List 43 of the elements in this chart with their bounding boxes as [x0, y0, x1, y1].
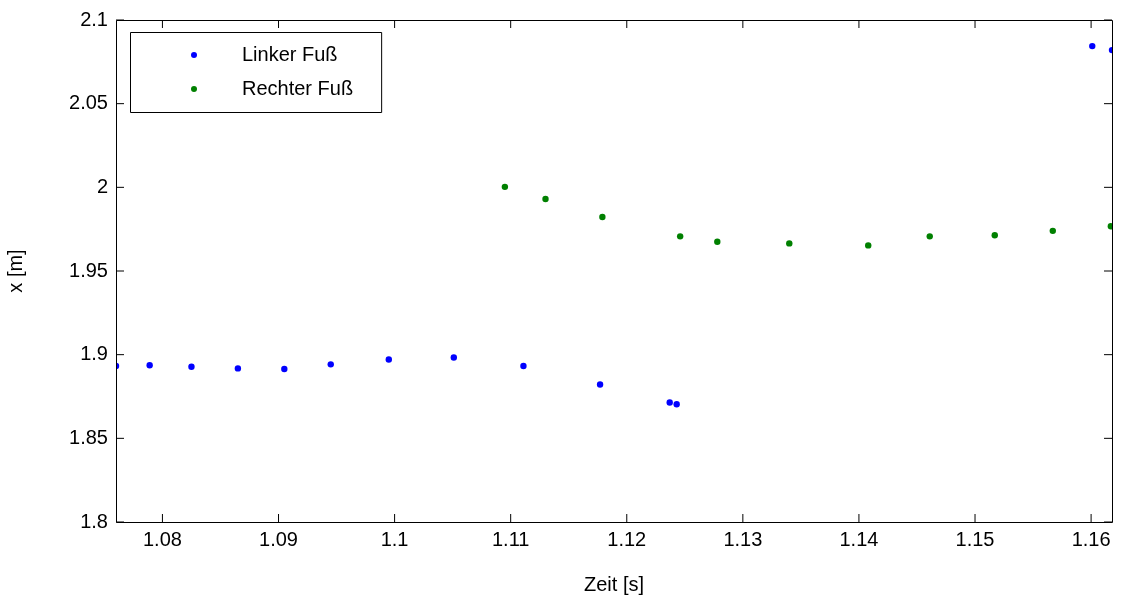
- x-tick-label: 1.13: [723, 527, 763, 550]
- x-tick-label: 1.1: [380, 527, 409, 550]
- legend-label: Rechter Fuß: [242, 76, 354, 99]
- point: [234, 365, 242, 372]
- x-tick-label: 1.09: [259, 527, 298, 550]
- point: [520, 362, 527, 370]
- point: [327, 361, 334, 368]
- point: [666, 399, 673, 406]
- point: [865, 242, 872, 249]
- y-tick-label: 1.9: [80, 342, 108, 365]
- y-tick-label: 1.85: [69, 425, 108, 448]
- x-tick-label: 1.08: [142, 527, 182, 550]
- point: [599, 213, 606, 221]
- point: [926, 233, 933, 240]
- point: [786, 240, 793, 247]
- x-tick-label: 1.15: [955, 527, 995, 550]
- point: [188, 363, 195, 370]
- y-axis-title: x [m]: [3, 249, 26, 293]
- point: [146, 362, 153, 369]
- point: [676, 233, 684, 240]
- point: [501, 183, 509, 191]
- x-tick-label: 1.16: [1071, 527, 1111, 550]
- legend-label: Linker Fuß: [242, 42, 338, 65]
- point: [1049, 227, 1056, 235]
- point: [991, 231, 998, 239]
- point: [281, 365, 288, 373]
- point: [385, 356, 392, 363]
- x-tick-label: 1.12: [607, 527, 647, 550]
- y-tick-label: 2.1: [80, 7, 108, 30]
- point: [673, 401, 680, 408]
- x-axis-title: Zeit [s]: [583, 572, 645, 595]
- y-tick-label: 1.95: [69, 258, 108, 281]
- y-tick-label: 2: [96, 174, 108, 197]
- x-tick-label: 1.14: [839, 527, 879, 550]
- x-tick-label: 1.11: [491, 527, 530, 550]
- point: [1089, 42, 1096, 50]
- point: [1107, 223, 1112, 230]
- y-tick-label: 1.8: [80, 509, 108, 532]
- point: [596, 381, 604, 388]
- point: [714, 238, 721, 245]
- point: [542, 195, 549, 203]
- y-tick-label: 2.05: [69, 91, 108, 114]
- point: [450, 354, 457, 361]
